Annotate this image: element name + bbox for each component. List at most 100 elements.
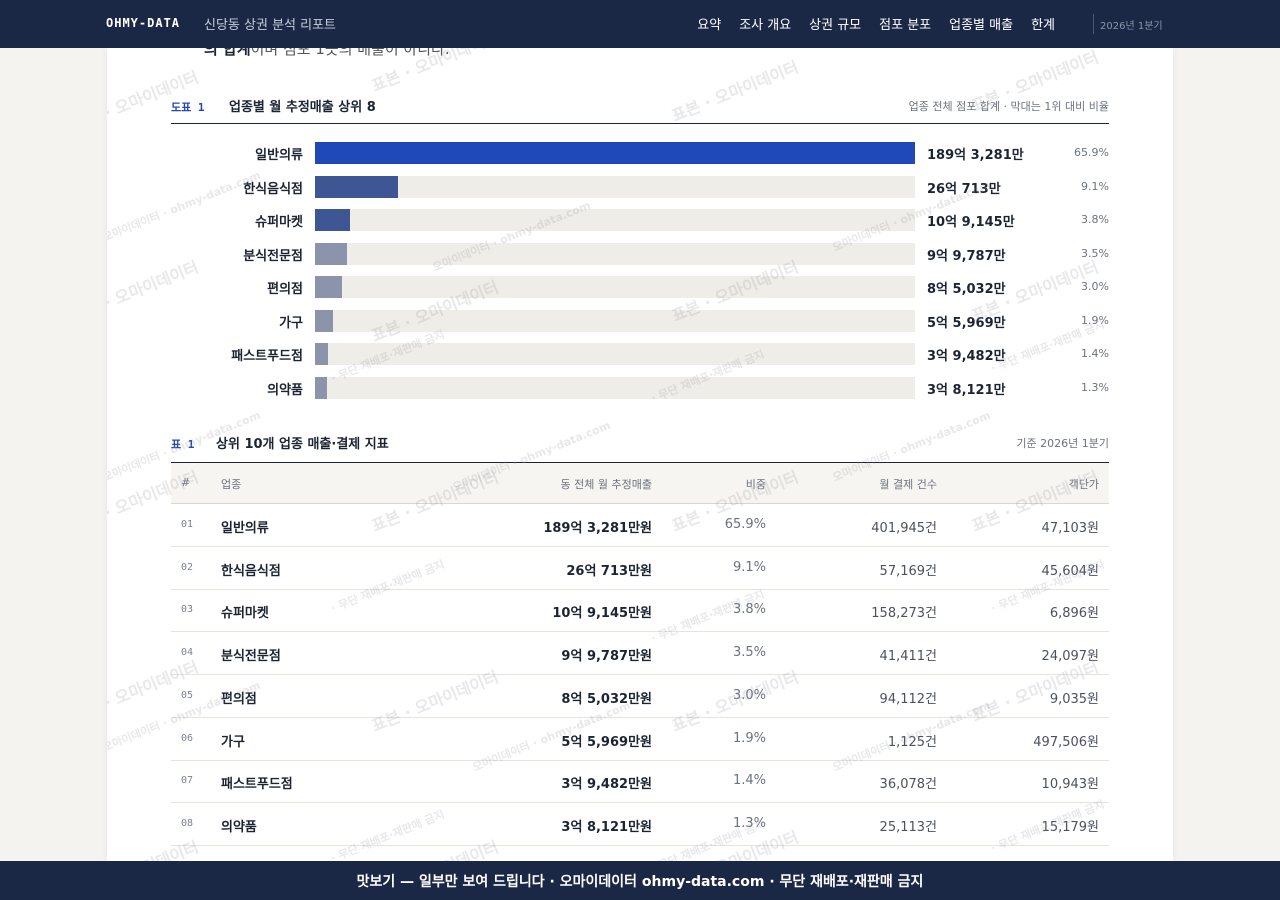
row-payment-count: 158,273건 xyxy=(871,606,937,622)
bar-row: 분식전문점 9억 9,787만 3.5% xyxy=(107,242,1173,265)
col-index: # xyxy=(181,476,191,489)
bar-row: 한식음식점 26억 713만 9.1% xyxy=(107,175,1173,198)
table-row: 03 슈퍼마켓 10억 9,145만원 3.8% 158,273건 6,896원 xyxy=(171,589,1109,633)
table-column-header: # 업종 동 전체 월 추정매출 비중 월 결제 건수 객단가 xyxy=(171,463,1109,504)
bar-fill xyxy=(315,242,347,265)
col-payment-count: 월 결제 건수 xyxy=(879,478,937,491)
bar-percent: 3.8% xyxy=(1081,213,1109,226)
nav-divider xyxy=(1093,14,1094,34)
row-industry: 의약품 xyxy=(221,819,257,835)
row-payment-count: 1,125건 xyxy=(887,734,937,750)
col-monthly-sales: 동 전체 월 추정매출 xyxy=(560,478,652,491)
row-avg-spend: 24,097원 xyxy=(1041,649,1099,665)
row-share: 1.4% xyxy=(732,773,766,789)
nav-link-limitations[interactable]: 한계 xyxy=(1031,18,1055,33)
row-index: 07 xyxy=(181,775,194,787)
bar-percent: 1.3% xyxy=(1081,380,1109,394)
bar-track xyxy=(315,209,915,231)
bar-track xyxy=(315,343,915,365)
nav-link-summary[interactable]: 요약 xyxy=(697,18,722,33)
col-industry: 업종 xyxy=(221,478,242,491)
figure-header: 도표 1 업종별 월 추정매출 상위 8 업종 전체 점포 합계 · 막대는 1… xyxy=(171,96,1109,124)
bar-row: 편의점 8억 5,032만 3.0% xyxy=(107,276,1173,298)
row-share: 9.1% xyxy=(732,559,766,575)
bar-label: 패스트푸드점 xyxy=(231,349,303,364)
row-avg-spend: 10,943원 xyxy=(1041,777,1099,793)
table-row: 02 한식음식점 26억 713만원 9.1% 57,169건 45,604원 xyxy=(171,547,1109,590)
brand-logo[interactable]: OHMY-DATA xyxy=(106,16,181,30)
row-industry: 편의점 xyxy=(221,691,257,707)
footer-text: 맛보기 — 일부만 보여 드립니다 · 오마이데이터 ohmy-data.com… xyxy=(356,874,924,890)
nav-link-overview[interactable]: 조사 개요 xyxy=(739,18,792,33)
bar-label: 한식음식점 xyxy=(243,181,303,197)
bar-track xyxy=(315,309,915,332)
row-index: 04 xyxy=(181,647,194,659)
bar-percent: 1.9% xyxy=(1081,313,1109,327)
row-avg-spend: 15,179원 xyxy=(1041,819,1099,835)
bar-percent: 65.9% xyxy=(1074,146,1109,159)
bar-label: 일반의류 xyxy=(255,148,303,163)
nav-link-sales-by-industry[interactable]: 업종별 매출 xyxy=(949,18,1014,33)
row-avg-spend: 45,604원 xyxy=(1041,563,1099,579)
bar-track xyxy=(315,242,915,265)
row-industry: 분식전문점 xyxy=(221,649,281,665)
bar-label: 분식전문점 xyxy=(243,248,303,264)
bar-value: 189억 3,281만 xyxy=(927,148,1024,163)
table-header: 표 1 상위 10개 업종 매출·결제 지표 기준 2026년 1분기 xyxy=(171,432,1109,463)
bar-fill xyxy=(315,376,328,399)
table-row: 07 패스트푸드점 3억 9,482만원 1.4% 36,078건 10,943원 xyxy=(171,760,1109,804)
row-index: 03 xyxy=(181,604,194,616)
row-payment-count: 94,112건 xyxy=(879,691,937,707)
bar-value: 5억 5,969만 xyxy=(927,315,1006,331)
bar-fill xyxy=(315,175,398,198)
bar-value: 9억 9,787만 xyxy=(927,248,1006,264)
nav-link-market-size[interactable]: 상권 규모 xyxy=(809,18,862,33)
table-row: 08 의약품 3억 8,121만원 1.3% 25,113건 15,179원 xyxy=(171,803,1109,846)
row-monthly-sales: 5억 5,969만원 xyxy=(561,734,652,750)
row-monthly-sales: 8억 5,032만원 xyxy=(561,691,652,707)
bar-row: 의약품 3억 8,121만 1.3% xyxy=(107,376,1173,399)
bar-label: 가구 xyxy=(279,315,303,331)
prev-text-rest: 이며 점포 1곳의 매출이 아니다. xyxy=(250,48,450,58)
bar-label: 슈퍼마켓 xyxy=(255,215,303,230)
previous-paragraph: 의 합계이며 점포 1곳의 매출이 아니다. xyxy=(204,48,450,59)
row-payment-count: 57,169건 xyxy=(879,563,937,579)
row-monthly-sales: 26억 713만원 xyxy=(566,563,652,579)
row-industry: 가구 xyxy=(221,734,245,750)
row-index: 02 xyxy=(181,561,194,573)
row-monthly-sales: 189억 3,281만원 xyxy=(543,521,652,536)
row-payment-count: 36,078건 xyxy=(879,777,937,793)
bar-fill xyxy=(315,209,350,231)
row-payment-count: 41,411건 xyxy=(879,649,937,665)
row-share: 3.5% xyxy=(732,645,766,661)
top-nav: OHMY-DATA 신당동 상권 분석 리포트 요약 조사 개요 상권 규모 점… xyxy=(0,0,1280,48)
figure-title: 업종별 월 추정매출 상위 8 xyxy=(229,100,376,115)
bar-track xyxy=(315,175,915,198)
row-index: 01 xyxy=(181,519,194,530)
bar-value: 3억 8,121만 xyxy=(927,382,1006,398)
bar-percent: 3.5% xyxy=(1081,246,1109,260)
row-industry: 일반의류 xyxy=(221,521,269,536)
footer-banner: 맛보기 — 일부만 보여 드립니다 · 오마이데이터 ohmy-data.com… xyxy=(0,861,1280,900)
col-avg-spend: 객단가 xyxy=(1068,478,1099,491)
row-index: 06 xyxy=(181,732,194,744)
report-paper: 의 합계이며 점포 1곳의 매출이 아니다. 도표 1 업종별 월 추정매출 상… xyxy=(107,48,1173,861)
row-share: 1.9% xyxy=(732,730,766,746)
table-tag: 표 1 xyxy=(171,438,195,451)
bar-percent: 1.4% xyxy=(1081,347,1109,360)
col-share: 비중 xyxy=(745,478,766,491)
bar-row: 슈퍼마켓 10억 9,145만 3.8% xyxy=(107,209,1173,231)
bar-row: 패스트푸드점 3억 9,482만 1.4% xyxy=(107,343,1173,365)
table-row: 06 가구 5억 5,969만원 1.9% 1,125건 497,506원 xyxy=(171,718,1109,761)
figure-tag: 도표 1 xyxy=(171,101,205,114)
row-payment-count: 25,113건 xyxy=(879,819,937,835)
bar-row: 가구 5억 5,969만 1.9% xyxy=(107,309,1173,332)
table-note: 기준 2026년 1분기 xyxy=(1016,437,1109,450)
nav-link-store-distribution[interactable]: 점포 분포 xyxy=(879,18,932,33)
bar-fill xyxy=(315,309,333,332)
nav-period: 2026년 1분기 xyxy=(1100,21,1163,32)
table-row: 04 분식전문점 9억 9,787만원 3.5% 41,411건 24,097원 xyxy=(171,632,1109,676)
bar-fill xyxy=(315,142,915,164)
row-monthly-sales: 3억 8,121만원 xyxy=(561,819,652,835)
bar-track xyxy=(315,142,915,164)
